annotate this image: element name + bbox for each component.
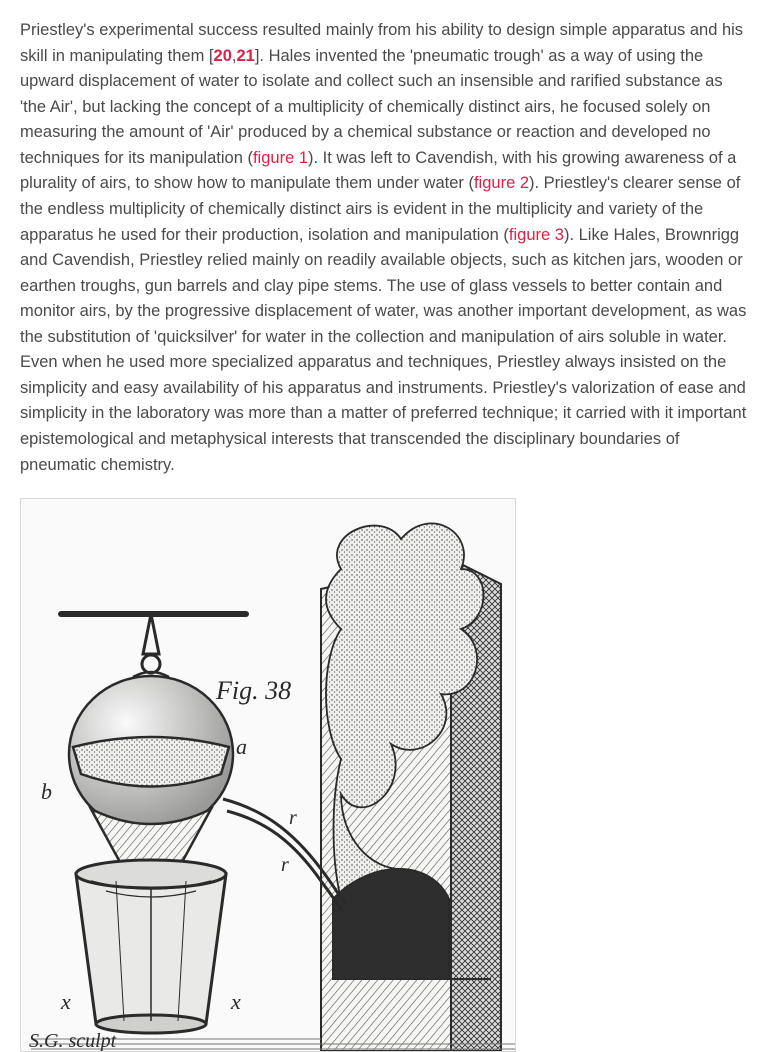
figure-link-2[interactable]: figure 2 (474, 174, 529, 192)
figure-label-x1: x (60, 989, 71, 1014)
text-run: ). Like Hales, Brownrigg and Cavendish, … (20, 226, 746, 474)
figure-label-b: b (41, 779, 52, 804)
figure-signature: S.G. sculpt (29, 1030, 117, 1051)
figure-label-number: Fig. 38 (215, 676, 291, 705)
figure-label-x2: x (230, 989, 241, 1014)
figure-label-a: a (236, 734, 247, 759)
figure-label-r1: r (289, 807, 297, 829)
figure-link-3[interactable]: figure 3 (509, 226, 564, 244)
figure-1-image: Fig. 38 a b r r x x S.G. sculpt (20, 498, 516, 1052)
citation-21[interactable]: 21 (236, 47, 254, 65)
figure-link-1[interactable]: figure 1 (253, 149, 308, 167)
figure-label-r2: r (281, 854, 289, 876)
article-paragraph: Priestley's experimental success resulte… (20, 18, 751, 478)
citation-20[interactable]: 20 (214, 47, 232, 65)
